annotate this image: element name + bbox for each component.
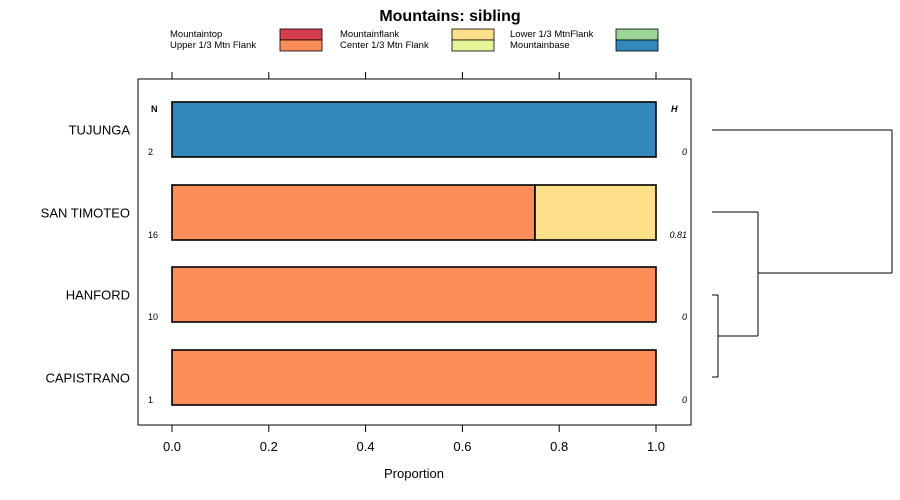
row-label: SAN TIMOTEO xyxy=(41,206,130,221)
plot-frame xyxy=(137,78,692,426)
x-tick-label: 0.6 xyxy=(453,439,471,454)
legend-swatch xyxy=(451,28,495,41)
legend-label: Upper 1/3 Mtn Flank xyxy=(170,40,256,51)
h-value: 0 xyxy=(682,312,687,322)
n-value: 2 xyxy=(148,147,153,157)
dendrogram xyxy=(712,129,893,378)
chart-title: Mountains: sibling xyxy=(379,8,520,25)
legend-swatch xyxy=(279,39,323,52)
bar-segment xyxy=(534,184,657,241)
legend-label: Lower 1/3 MtnFlank xyxy=(510,29,594,40)
legend-label: Mountaintop xyxy=(170,29,222,40)
h-header: H xyxy=(671,104,678,114)
n-header: N xyxy=(151,104,158,114)
legend-label: Mountainbase xyxy=(510,40,570,51)
x-tick-label: 0.2 xyxy=(260,439,278,454)
legend-swatch xyxy=(451,39,495,52)
legend-swatch xyxy=(279,28,323,41)
x-tick-label: 0.0 xyxy=(163,439,181,454)
bar-segment xyxy=(171,184,536,241)
row-label: CAPISTRANO xyxy=(45,371,130,386)
row-label: HANFORD xyxy=(66,288,130,303)
h-value: 0 xyxy=(682,147,687,157)
axes: 0.0 0.2 0.4 0.6 0.8 1.0 xyxy=(163,72,665,454)
legend-label: Mountainflank xyxy=(340,29,399,40)
n-value: 1 xyxy=(148,395,153,405)
legend-swatch xyxy=(615,39,659,52)
bar-segment xyxy=(171,101,657,158)
bar-segment xyxy=(171,266,657,323)
x-axis-title: Proportion xyxy=(384,466,444,481)
h-value: 0 xyxy=(682,395,687,405)
bar-segment xyxy=(171,349,657,406)
n-value: 10 xyxy=(148,312,158,322)
n-value: 16 xyxy=(148,230,158,240)
x-tick-label: 1.0 xyxy=(647,439,665,454)
row-label: TUJUNGA xyxy=(69,123,131,138)
h-value: 0.81 xyxy=(669,230,687,240)
x-tick-label: 0.8 xyxy=(550,439,568,454)
legend-swatch xyxy=(615,28,659,41)
x-tick-label: 0.4 xyxy=(357,439,375,454)
legend-label: Center 1/3 Mtn Flank xyxy=(340,40,429,51)
